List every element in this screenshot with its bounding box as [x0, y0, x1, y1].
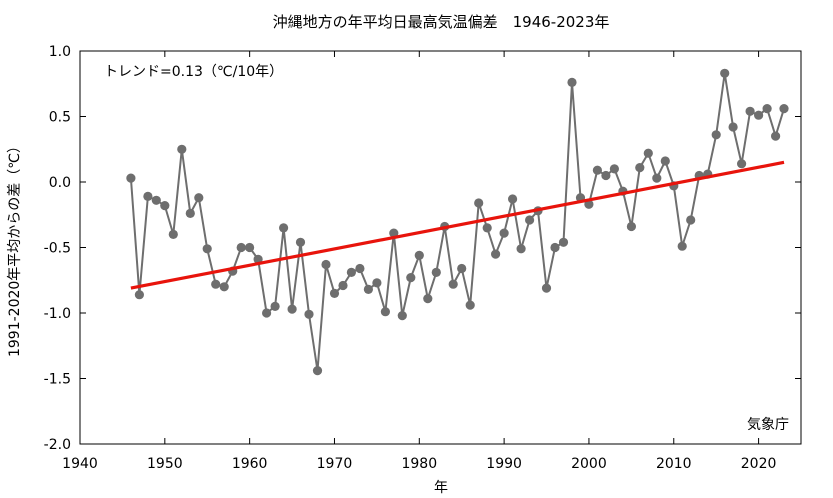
trend-layer — [130, 160, 785, 290]
x-tick-label: 1950 — [147, 456, 183, 472]
data-point — [160, 201, 170, 211]
data-point — [151, 195, 161, 205]
series-layer — [126, 68, 789, 376]
data-point — [355, 263, 365, 274]
x-tick-label: 1990 — [486, 456, 522, 472]
x-axis-ticks: 1940 1950 1960 1970 1980 1990 2000 2010 2020 — [62, 51, 776, 472]
y-tick-label: 1.0 — [49, 44, 71, 60]
data-point — [592, 165, 603, 175]
data-point — [219, 282, 229, 292]
x-tick-label: 1940 — [62, 456, 98, 472]
data-point — [414, 250, 424, 260]
trend-label: トレンド=0.13（℃/10年） — [104, 64, 283, 80]
data-point — [262, 308, 272, 318]
data-point — [550, 242, 560, 253]
data-point — [202, 244, 212, 254]
data-point — [779, 104, 789, 114]
data-point — [491, 249, 501, 259]
data-point — [372, 278, 382, 288]
data-point — [363, 284, 373, 294]
data-point — [609, 164, 620, 174]
data-point — [754, 110, 764, 120]
y-tick-label: -1.5 — [44, 372, 71, 388]
data-point — [389, 228, 399, 238]
x-tick-label: 1960 — [232, 456, 268, 472]
data-point — [558, 237, 569, 247]
data-point — [482, 223, 492, 233]
data-point — [397, 311, 407, 321]
data-point — [168, 229, 178, 239]
data-point — [474, 198, 484, 208]
data-point — [643, 148, 653, 158]
data-point — [134, 290, 144, 300]
data-point — [567, 77, 577, 87]
data-point — [499, 228, 509, 238]
data-point — [728, 122, 738, 132]
x-tick-label: 2010 — [656, 456, 692, 472]
data-point — [423, 294, 433, 304]
data-point — [720, 68, 730, 78]
x-tick-label: 1970 — [317, 456, 353, 472]
data-point — [236, 242, 246, 253]
y-tick-label: -2.0 — [44, 437, 71, 453]
data-point — [584, 199, 594, 209]
data-point — [346, 267, 356, 277]
data-point — [686, 215, 696, 225]
data-point — [143, 191, 153, 201]
data-point — [211, 279, 221, 289]
data-point — [626, 221, 637, 232]
y-tick-label: 0.0 — [49, 175, 71, 191]
data-point — [194, 193, 204, 203]
data-point — [287, 304, 297, 314]
data-point — [507, 194, 518, 204]
y-tick-label: -1.0 — [44, 306, 71, 322]
y-tick-label: -0.5 — [44, 241, 71, 257]
data-point — [185, 208, 195, 218]
data-point — [652, 173, 662, 183]
x-axis-label: 年 — [434, 480, 448, 496]
data-point — [431, 267, 441, 277]
y-axis-label: 1991-2020年平均からの差（℃） — [7, 139, 23, 357]
data-point — [329, 288, 340, 298]
x-tick-label: 2020 — [741, 456, 777, 472]
data-point — [660, 156, 670, 166]
data-point — [406, 273, 416, 283]
data-point — [635, 163, 645, 173]
data-point — [711, 130, 721, 140]
data-point — [457, 263, 467, 274]
data-point — [321, 259, 331, 270]
data-point — [270, 301, 280, 311]
y-tick-label: 0.5 — [49, 110, 71, 126]
data-point — [465, 300, 475, 310]
data-point — [745, 106, 755, 116]
data-point — [295, 237, 306, 247]
data-point — [601, 170, 611, 181]
data-point — [279, 223, 289, 233]
data-point — [762, 104, 772, 114]
data-point — [312, 366, 323, 376]
data-point — [304, 309, 314, 319]
series-line — [129, 73, 785, 371]
chart-title: 沖縄地方の年平均日最高気温偏差 1946-2023年 — [273, 13, 610, 31]
trend-line — [130, 160, 785, 290]
data-point — [448, 279, 458, 289]
y-axis-ticks: 1.0 0.5 0.0 -0.5 -1.0 -1.5 -2.0 — [44, 44, 801, 453]
data-point — [516, 244, 526, 254]
x-tick-label: 2000 — [571, 456, 607, 472]
data-point — [541, 283, 552, 293]
data-point — [245, 242, 255, 253]
data-point — [525, 215, 535, 225]
data-point — [177, 144, 187, 154]
data-point — [737, 159, 747, 169]
data-point — [380, 307, 390, 317]
data-point — [338, 280, 348, 291]
data-point — [771, 131, 781, 141]
data-point — [677, 241, 687, 251]
x-tick-label: 1980 — [401, 456, 437, 472]
data-point — [126, 173, 136, 183]
source-label: 気象庁 — [747, 417, 789, 433]
